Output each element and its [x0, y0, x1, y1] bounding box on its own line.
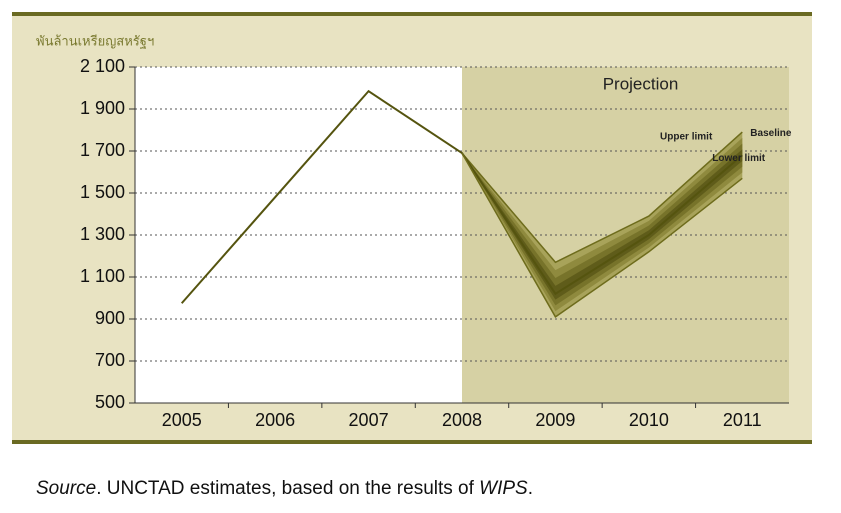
band-shade: [462, 143, 743, 306]
x-tick-label: 2005: [162, 410, 202, 430]
y-tick-label: 1 700: [80, 140, 125, 160]
source-label: Source: [36, 478, 96, 499]
source-text: . UNCTAD estimates, based on the results…: [96, 478, 479, 499]
x-tick-label: 2009: [535, 410, 575, 430]
y-tick-label: 1 500: [80, 182, 125, 202]
x-tick-label: 2010: [629, 410, 669, 430]
band-shade: [462, 137, 743, 312]
y-axis-label: พันล้านเหรียญสหรัฐฯ: [36, 33, 154, 49]
projection-label: Projection: [603, 74, 679, 93]
panel-bottom-border: [12, 440, 812, 444]
series-line: [461, 131, 743, 264]
x-tick-label: 2006: [255, 410, 295, 430]
y-tick-label: 700: [95, 350, 125, 370]
y-tick-label: 1 300: [80, 224, 125, 244]
panel-top-border: [12, 12, 812, 16]
series-line: [461, 152, 743, 318]
series-label: Baseline: [750, 128, 792, 139]
y-tick-label: 2 100: [80, 56, 125, 76]
x-tick-label: 2008: [442, 410, 482, 430]
x-tick-label: 2007: [349, 410, 389, 430]
series-label: Lower limit: [712, 153, 765, 164]
series-label: Upper limit: [660, 132, 713, 143]
y-tick-label: 1 100: [80, 266, 125, 286]
source-ref: WIPS: [479, 478, 528, 499]
source-note: Source. UNCTAD estimates, based on the r…: [36, 478, 533, 499]
source-end: .: [528, 478, 533, 499]
plot: Projection 500 700 900 1 100 1 300 1 500 1 700 1…: [80, 56, 792, 430]
band-shade: [462, 149, 743, 300]
y-tick-label: 500: [95, 392, 125, 412]
x-tick-label: 2011: [723, 410, 762, 430]
y-tick-label: 1 900: [80, 98, 125, 118]
y-tick-label: 900: [95, 308, 125, 328]
